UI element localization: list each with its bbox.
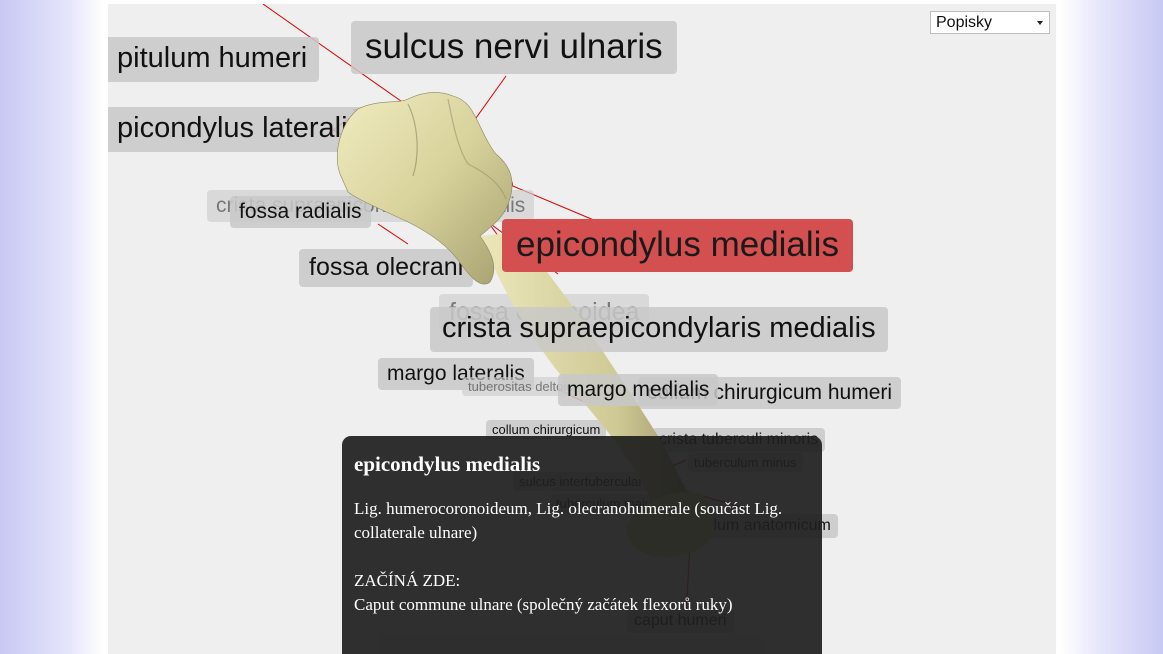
- label-collum-chirurgicum[interactable]: collum chirurgicum: [486, 420, 607, 439]
- view-mode-select-value: Popisky: [936, 14, 993, 31]
- info-panel-body: Lig. humerocoronoideum, Lig. olecranohum…: [354, 499, 783, 542]
- model-viewport[interactable]: crista supraepicondylaris lateralis foss…: [108, 4, 1056, 654]
- info-panel-start-heading: ZAČÍNÁ ZDE:: [354, 571, 461, 590]
- info-panel-start-text: Caput commune ulnare (společný začátek f…: [354, 595, 733, 614]
- label-epicondylus-medialis[interactable]: epicondylus medialis: [502, 219, 853, 272]
- chevron-down-icon: [1037, 21, 1043, 25]
- label-capitulum-humeri[interactable]: pitulum humeri: [108, 37, 320, 82]
- label-epicondylus-lateralis[interactable]: picondylus lateralis: [108, 107, 375, 152]
- label-sulcus-nervi-ulnaris[interactable]: sulcus nervi ulnaris: [351, 21, 677, 74]
- label-margo-medialis[interactable]: margo medialis: [558, 374, 719, 406]
- label-crista-supraepicondylaris-medialis[interactable]: crista supraepicondylaris medialis: [430, 307, 888, 352]
- info-panel: epicondylus medialis Lig. humerocoronoid…: [342, 436, 822, 654]
- label-fossa-olecrani[interactable]: fossa olecrani: [299, 249, 474, 287]
- info-panel-title: epicondylus medialis: [354, 452, 541, 476]
- label-fossa-radialis[interactable]: fossa radialis: [230, 196, 371, 228]
- view-mode-select[interactable]: Popisky: [930, 11, 1050, 34]
